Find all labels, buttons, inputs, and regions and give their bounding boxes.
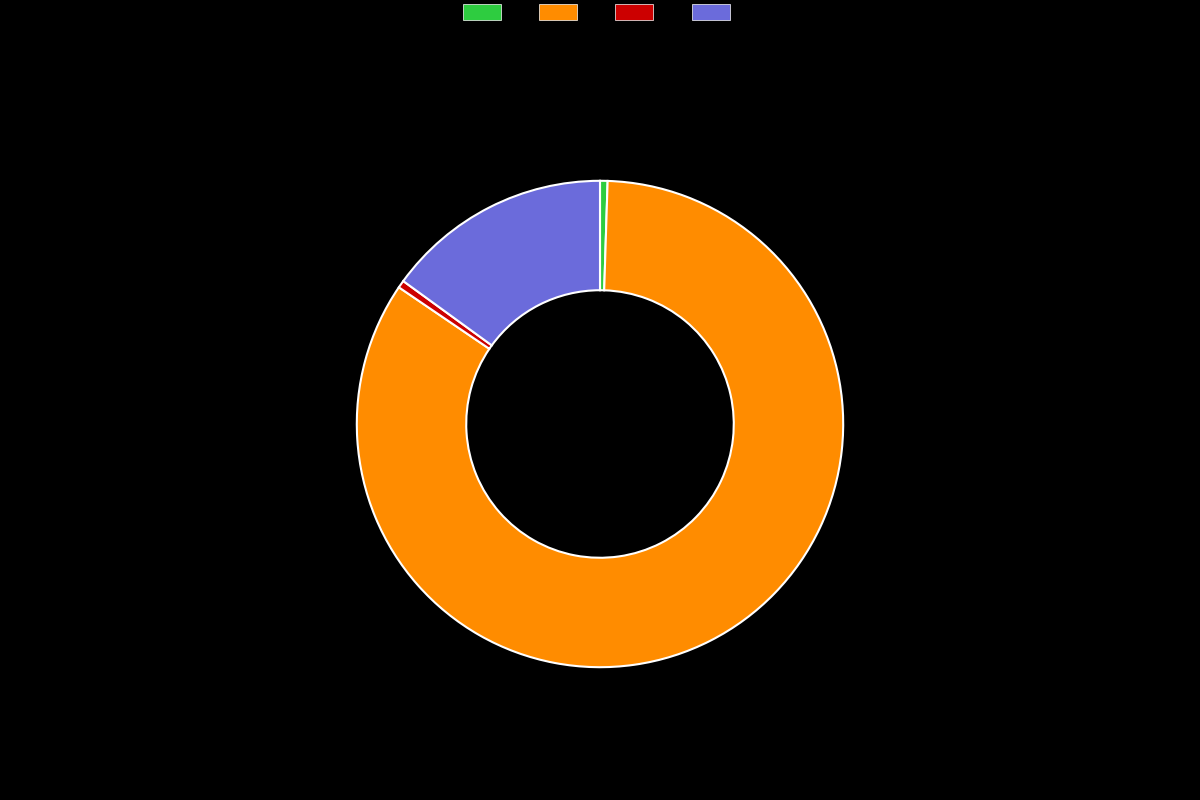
Wedge shape	[356, 181, 844, 667]
Wedge shape	[398, 281, 492, 349]
Legend: , , , : , , ,	[458, 0, 742, 25]
Wedge shape	[403, 181, 600, 346]
Wedge shape	[600, 181, 607, 290]
